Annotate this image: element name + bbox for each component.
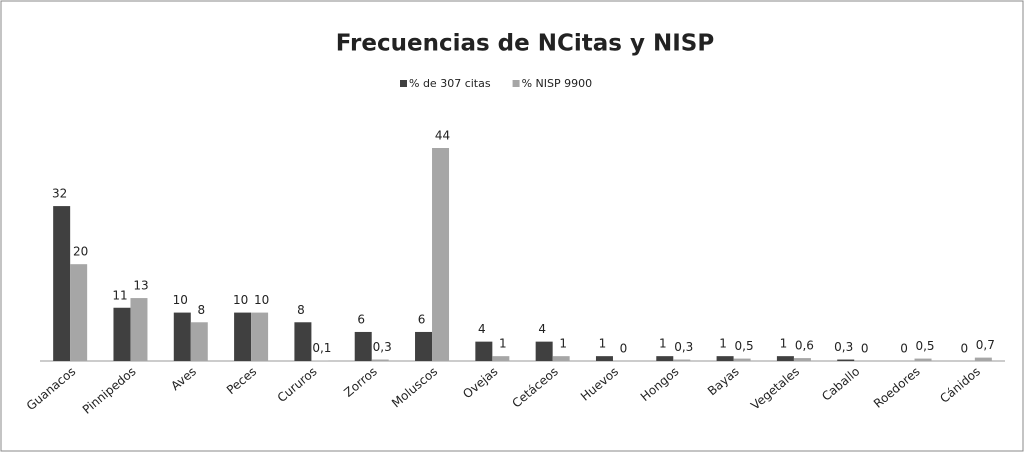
bar <box>113 307 131 361</box>
legend-label: % de 307 citas <box>409 77 491 90</box>
bar <box>251 312 269 361</box>
legend-label: % NISP 9900 <box>522 77 593 90</box>
data-label: 32 <box>52 187 67 201</box>
bar <box>673 359 691 361</box>
data-label: 10 <box>254 293 269 307</box>
bar <box>234 312 252 361</box>
bar <box>716 356 734 361</box>
data-label: 44 <box>435 129 450 143</box>
data-label: 6 <box>357 312 365 326</box>
bar <box>914 358 932 361</box>
data-label: 0,1 <box>312 341 331 355</box>
data-label: 0,3 <box>834 340 853 354</box>
bar <box>776 356 794 361</box>
bar <box>354 331 372 361</box>
data-label: 1 <box>780 337 788 351</box>
legend-swatch <box>400 80 407 87</box>
bar <box>432 148 450 361</box>
bar <box>294 322 312 361</box>
data-label: 20 <box>73 245 88 259</box>
bar <box>535 341 553 361</box>
data-label: 1 <box>559 337 567 351</box>
data-label: 11 <box>112 288 127 302</box>
bar <box>492 356 510 361</box>
data-label: 1 <box>719 337 727 351</box>
data-label: 0,5 <box>915 339 934 353</box>
data-label: 0 <box>861 342 869 356</box>
data-label: 1 <box>499 337 507 351</box>
data-label: 4 <box>478 322 486 336</box>
data-label: 0,3 <box>373 340 392 354</box>
bar <box>130 298 148 361</box>
chart-title: Frecuencias de NCitas y NISP <box>336 31 714 57</box>
bar <box>595 356 613 361</box>
data-label: 4 <box>538 322 546 336</box>
data-label: 0,5 <box>735 339 754 353</box>
data-label: 8 <box>297 303 305 317</box>
bar <box>656 356 674 361</box>
bar <box>552 356 570 361</box>
bar <box>70 264 88 361</box>
data-label: 1 <box>599 337 607 351</box>
bar <box>53 206 71 361</box>
bar <box>190 322 208 361</box>
data-label: 13 <box>133 279 148 293</box>
bar <box>415 331 433 361</box>
data-label: 0,3 <box>674 340 693 354</box>
bar <box>974 357 992 361</box>
data-label: 0 <box>620 342 628 356</box>
data-label: 0 <box>900 342 908 356</box>
data-label: 6 <box>418 312 426 326</box>
bar <box>733 358 751 361</box>
data-label: 10 <box>173 293 188 307</box>
bar <box>173 312 191 361</box>
bar <box>793 358 811 361</box>
legend-swatch <box>512 80 520 87</box>
data-label: 10 <box>233 293 248 307</box>
data-label: 0,6 <box>795 339 814 353</box>
data-label: 1 <box>659 337 667 351</box>
data-label: 0,7 <box>976 338 995 352</box>
bar <box>475 341 493 361</box>
bar <box>371 359 389 361</box>
data-label: 8 <box>197 303 205 317</box>
bar <box>837 359 855 361</box>
data-label: 0 <box>961 342 969 356</box>
